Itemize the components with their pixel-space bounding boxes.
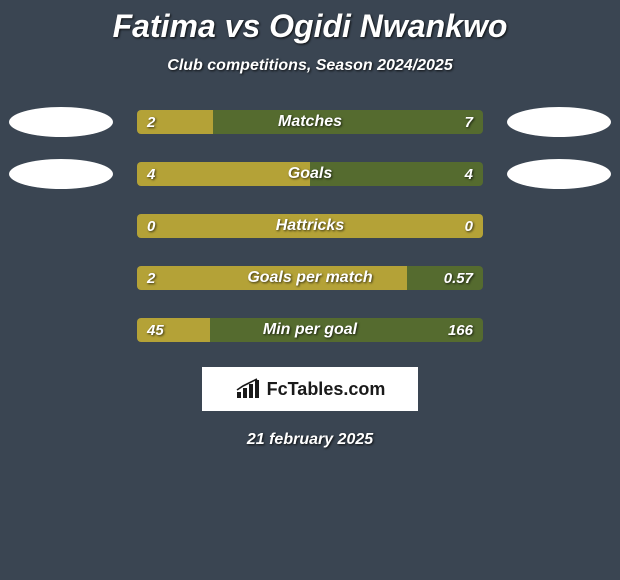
- logo-text: FcTables.com: [267, 379, 386, 400]
- stat-bar: Hattricks00: [137, 214, 483, 238]
- stat-bar: Matches27: [137, 110, 483, 134]
- stat-row: Min per goal45166: [0, 315, 620, 345]
- stats-container: Matches27 Goals44 Hattricks00 Goals per mat…: [0, 107, 620, 345]
- date-label: 21 february 2025: [0, 431, 620, 449]
- bar-fill-left: [137, 110, 213, 134]
- bar-fill-left: [137, 318, 210, 342]
- player-marker-right: [507, 107, 611, 137]
- stat-row: Matches27: [0, 107, 620, 137]
- barchart-icon: [235, 378, 261, 400]
- player-marker-right: [507, 159, 611, 189]
- stat-row: Hattricks00: [0, 211, 620, 241]
- bar-fill-right: [210, 318, 483, 342]
- player-marker-left: [9, 159, 113, 189]
- player-marker-left: [9, 107, 113, 137]
- logo-badge: FcTables.com: [202, 367, 418, 411]
- page-subtitle: Club competitions, Season 2024/2025: [0, 57, 620, 75]
- bar-fill-right: [213, 110, 483, 134]
- bar-fill-left: [137, 162, 310, 186]
- stat-bar: Min per goal45166: [137, 318, 483, 342]
- bar-fill-right: [310, 162, 483, 186]
- comparison-infographic: Fatima vs Ogidi Nwankwo Club competition…: [0, 0, 620, 449]
- bar-fill-left: [137, 214, 483, 238]
- bar-fill-right: [407, 266, 483, 290]
- stat-row: Goals44: [0, 159, 620, 189]
- bar-fill-left: [137, 266, 407, 290]
- stat-row: Goals per match20.57: [0, 263, 620, 293]
- stat-bar: Goals per match20.57: [137, 266, 483, 290]
- page-title: Fatima vs Ogidi Nwankwo: [0, 8, 620, 45]
- stat-bar: Goals44: [137, 162, 483, 186]
